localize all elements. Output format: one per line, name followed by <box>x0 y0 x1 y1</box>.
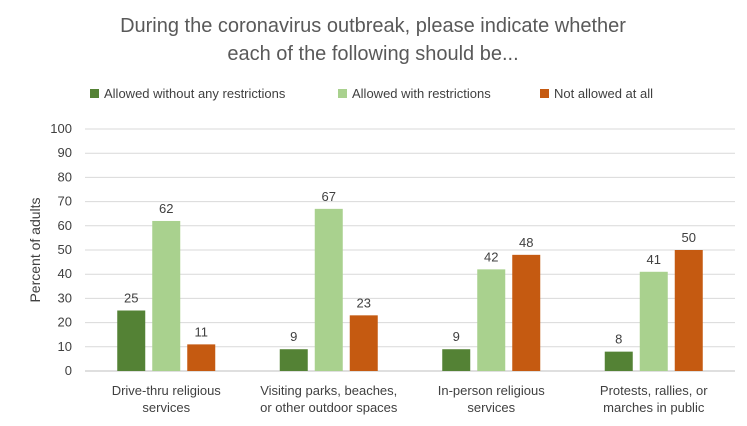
y-tick-label-0: 0 <box>65 363 72 378</box>
data-label-s0-c1: 9 <box>290 329 297 344</box>
data-label-s1-c1: 67 <box>322 189 336 204</box>
category-label-3-line-0: Protests, rallies, or <box>600 383 708 398</box>
bar-s2-c2 <box>512 254 541 371</box>
y-tick-label-60: 60 <box>58 218 72 233</box>
data-label-s0-c3: 8 <box>615 332 622 347</box>
y-tick-label-70: 70 <box>58 194 72 209</box>
y-tick-label-40: 40 <box>58 266 72 281</box>
bar-s0-c3 <box>604 351 633 371</box>
bar-s1-c2 <box>477 269 506 371</box>
category-label-2-line-1: services <box>467 400 515 415</box>
bar-s2-c1 <box>349 315 378 371</box>
y-tick-label-80: 80 <box>58 169 72 184</box>
data-label-s2-c1: 23 <box>357 295 371 310</box>
y-tick-label-20: 20 <box>58 315 72 330</box>
y-tick-labels: 0 10 20 30 40 50 60 70 80 90 100 <box>50 121 72 378</box>
gridlines <box>85 128 735 372</box>
bar-s2-c3 <box>674 250 703 371</box>
chart-title-line-2: each of the following should be... <box>227 43 518 65</box>
data-label-s0-c2: 9 <box>453 329 460 344</box>
data-labels: 25 62 11 9 67 23 9 42 48 8 41 50 <box>124 189 696 347</box>
category-label-0-line-1: services <box>142 400 190 415</box>
bar-s1-c1 <box>314 208 343 371</box>
bars <box>117 208 703 371</box>
y-tick-label-30: 30 <box>58 290 72 305</box>
bar-s1-c3 <box>639 271 668 371</box>
data-label-s2-c0: 11 <box>195 324 209 339</box>
category-label-3-line-1: marches in public <box>603 400 705 415</box>
data-label-s1-c0: 62 <box>159 201 173 216</box>
bar-s0-c2 <box>442 349 471 371</box>
legend-label-without-restrictions: Allowed without any restrictions <box>104 86 286 101</box>
data-label-s2-c3: 50 <box>682 230 696 245</box>
bar-s1-c0 <box>152 220 181 371</box>
legend: Allowed without any restrictions Allowed… <box>90 86 653 101</box>
legend-swatch-without-restrictions <box>90 89 99 98</box>
y-tick-label-90: 90 <box>58 145 72 160</box>
chart-title-line-1: During the coronavirus outbreak, please … <box>120 15 626 37</box>
data-label-s2-c2: 48 <box>519 235 533 250</box>
legend-label-with-restrictions: Allowed with restrictions <box>352 86 491 101</box>
category-label-1-line-1: or other outdoor spaces <box>260 400 398 415</box>
y-tick-label-10: 10 <box>58 339 72 354</box>
category-labels: Drive-thru religious services Visiting par… <box>112 383 709 415</box>
data-label-s1-c3: 41 <box>647 252 661 267</box>
category-label-2-line-0: In-person religious <box>438 383 545 398</box>
category-label-0-line-0: Drive-thru religious <box>112 383 222 398</box>
bar-s2-c0 <box>187 344 216 371</box>
y-axis-title: Percent of adults <box>27 197 43 302</box>
bar-s0-c1 <box>279 349 308 371</box>
y-tick-label-100: 100 <box>50 121 72 136</box>
data-label-s1-c2: 42 <box>484 249 498 264</box>
legend-swatch-with-restrictions <box>338 89 347 98</box>
bar-s0-c0 <box>117 310 146 371</box>
y-tick-label-50: 50 <box>58 242 72 257</box>
legend-label-not-allowed: Not allowed at all <box>554 86 653 101</box>
category-label-1-line-0: Visiting parks, beaches, <box>260 383 397 398</box>
legend-swatch-not-allowed <box>540 89 549 98</box>
data-label-s0-c0: 25 <box>124 291 138 306</box>
